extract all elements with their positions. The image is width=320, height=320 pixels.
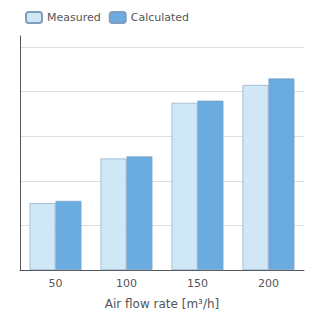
- svg-text:50: 50: [49, 277, 63, 290]
- svg-text:150: 150: [187, 277, 208, 290]
- svg-text:200: 200: [258, 277, 279, 290]
- svg-text:100: 100: [116, 277, 137, 290]
- svg-text:Air flow rate [m³/h]: Air flow rate [m³/h]: [105, 297, 220, 311]
- svg-text:Measured: Measured: [47, 11, 101, 24]
- svg-text:Calculated: Calculated: [131, 11, 189, 24]
